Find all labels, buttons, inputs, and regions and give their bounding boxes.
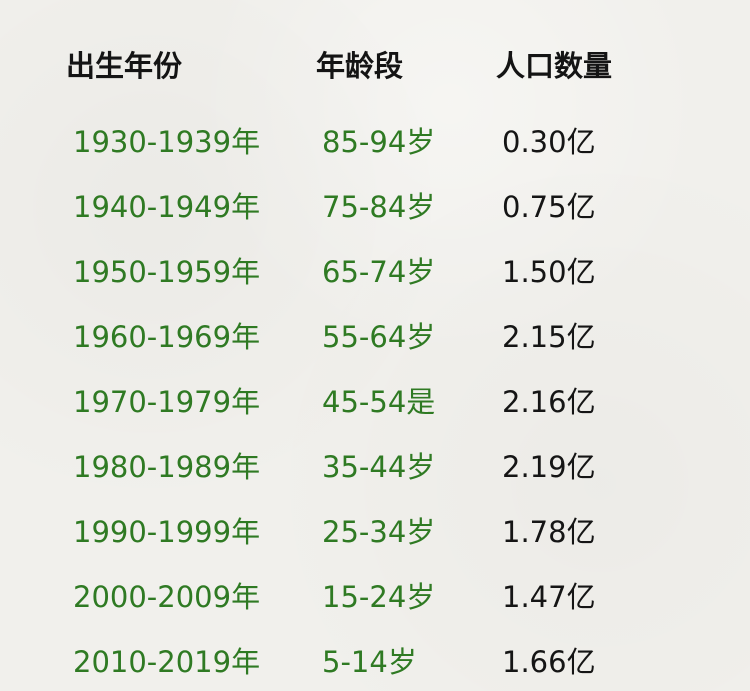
table-row: 1960-1969年 55-64岁 2.15亿: [0, 314, 750, 364]
age-range-cell: 45-54是: [322, 385, 436, 419]
table-row: 2000-2009年 15-24岁 1.47亿: [0, 574, 750, 624]
population-cell: 1.78亿: [502, 515, 596, 549]
table-row: 1990-1999年 25-34岁 1.78亿: [0, 509, 750, 559]
table-row: 1930-1939年 85-94岁 0.30亿: [0, 119, 750, 169]
age-range-cell: 75-84岁: [322, 190, 436, 224]
table-row: 2010-2019年 5-14岁 1.66亿: [0, 639, 750, 689]
birth-years-cell: 1980-1989年: [73, 450, 261, 484]
population-cell: 2.16亿: [502, 385, 596, 419]
population-cell: 1.66亿: [502, 645, 596, 679]
population-cell: 0.30亿: [502, 125, 596, 159]
table-row: 1970-1979年 45-54是 2.16亿: [0, 379, 750, 429]
age-range-cell: 15-24岁: [322, 580, 436, 614]
population-cell: 2.19亿: [502, 450, 596, 484]
age-range-cell: 65-74岁: [322, 255, 436, 289]
birth-years-cell: 1940-1949年: [73, 190, 261, 224]
population-cell: 2.15亿: [502, 320, 596, 354]
header-age-range: 年龄段: [316, 49, 404, 83]
age-range-cell: 25-34岁: [322, 515, 436, 549]
population-cell: 0.75亿: [502, 190, 596, 224]
age-range-cell: 85-94岁: [322, 125, 436, 159]
age-range-cell: 5-14岁: [322, 645, 417, 679]
header-birth-years: 出生年份: [66, 49, 183, 83]
header-population: 人口数量: [496, 49, 613, 83]
birth-years-cell: 1930-1939年: [73, 125, 261, 159]
table-row: 1950-1959年 65-74岁 1.50亿: [0, 249, 750, 299]
birth-years-cell: 1950-1959年: [73, 255, 261, 289]
age-range-cell: 35-44岁: [322, 450, 436, 484]
birth-years-cell: 2000-2009年: [73, 580, 261, 614]
birth-years-cell: 2010-2019年: [73, 645, 261, 679]
population-cell: 1.47亿: [502, 580, 596, 614]
table-row: 1940-1949年 75-84岁 0.75亿: [0, 184, 750, 234]
table-row: 1980-1989年 35-44岁 2.19亿: [0, 444, 750, 494]
age-range-cell: 55-64岁: [322, 320, 436, 354]
birth-years-cell: 1960-1969年: [73, 320, 261, 354]
birth-years-cell: 1990-1999年: [73, 515, 261, 549]
population-cell: 1.50亿: [502, 255, 596, 289]
birth-years-cell: 1970-1979年: [73, 385, 261, 419]
